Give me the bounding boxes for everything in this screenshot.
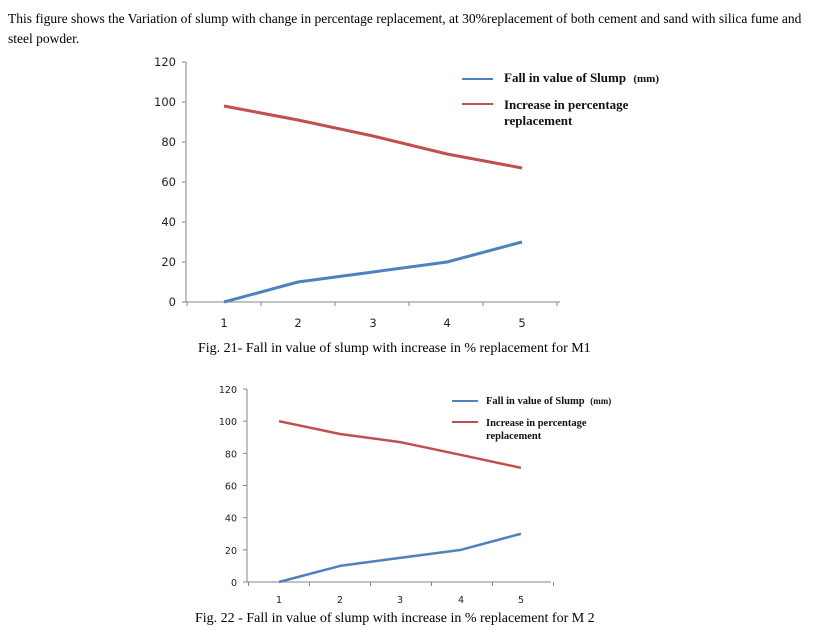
legend-label-replacement-2: replacement bbox=[486, 431, 542, 442]
legend-label-slump-unit: (mm) bbox=[633, 73, 659, 85]
series-line-slump bbox=[278, 532, 522, 584]
y-tick-label: 0 bbox=[231, 578, 237, 589]
y-tick-label: 60 bbox=[225, 482, 237, 493]
caption-fig22: Fig. 22 - Fall in value of slump with in… bbox=[195, 611, 595, 626]
y-tick-label: 80 bbox=[225, 449, 237, 460]
y-tick-label: 0 bbox=[169, 295, 176, 309]
y-tick-label: 20 bbox=[225, 546, 237, 557]
y-tick-label: 80 bbox=[161, 135, 176, 149]
y-tick-label: 120 bbox=[154, 55, 176, 69]
intro-text: This figure shows the Variation of slump… bbox=[8, 11, 802, 46]
x-tick-label: 1 bbox=[276, 595, 282, 606]
legend-label-replacement-1: Increase in percentage bbox=[504, 97, 629, 112]
x-tick-label: 5 bbox=[518, 595, 524, 606]
y-tick-label: 40 bbox=[161, 215, 176, 229]
y-tick-label: 100 bbox=[219, 417, 237, 428]
caption-fig21: Fig. 21- Fall in value of slump with inc… bbox=[198, 341, 591, 356]
legend-label-slump: Fall in value of Slump (mm) bbox=[504, 70, 659, 85]
legend-label-replacement-1: Increase in percentage bbox=[486, 418, 587, 429]
chart-m1: 0 20 40 60 80 100 120 1 2 3 4 5 Fall in value of Sl… bbox=[154, 55, 659, 330]
legend-label-slump-main: Fall in value of Slump bbox=[486, 396, 585, 407]
legend-label-slump-unit: (mm) bbox=[590, 396, 611, 406]
series-line-replacement bbox=[223, 104, 523, 170]
legend-label-slump: Fall in value of Slump (mm) bbox=[486, 396, 611, 407]
x-tick-label: 1 bbox=[220, 316, 227, 330]
x-tick-label: 2 bbox=[337, 595, 343, 606]
chart-m1-svg: 0 20 40 60 80 100 120 1 2 3 4 5 Fall in value of Sl… bbox=[154, 55, 659, 330]
y-tick-label: 40 bbox=[225, 514, 237, 525]
y-tick-label: 60 bbox=[161, 175, 176, 189]
series-line-replacement bbox=[278, 419, 522, 470]
x-tick-label: 4 bbox=[458, 595, 464, 606]
legend-label-slump-main: Fall in value of Slump bbox=[504, 70, 626, 85]
x-tick-label: 4 bbox=[443, 316, 450, 330]
y-tick-label: 20 bbox=[161, 255, 176, 269]
x-tick-label: 5 bbox=[518, 316, 525, 330]
series-line-slump bbox=[223, 240, 523, 304]
x-tick-label: 3 bbox=[397, 595, 403, 606]
legend-label-replacement-2: replacement bbox=[504, 113, 573, 128]
x-tick-label: 2 bbox=[294, 316, 301, 330]
y-tick-label: 100 bbox=[154, 95, 176, 109]
y-tick-label: 120 bbox=[219, 385, 237, 396]
x-tick-label: 3 bbox=[369, 316, 376, 330]
